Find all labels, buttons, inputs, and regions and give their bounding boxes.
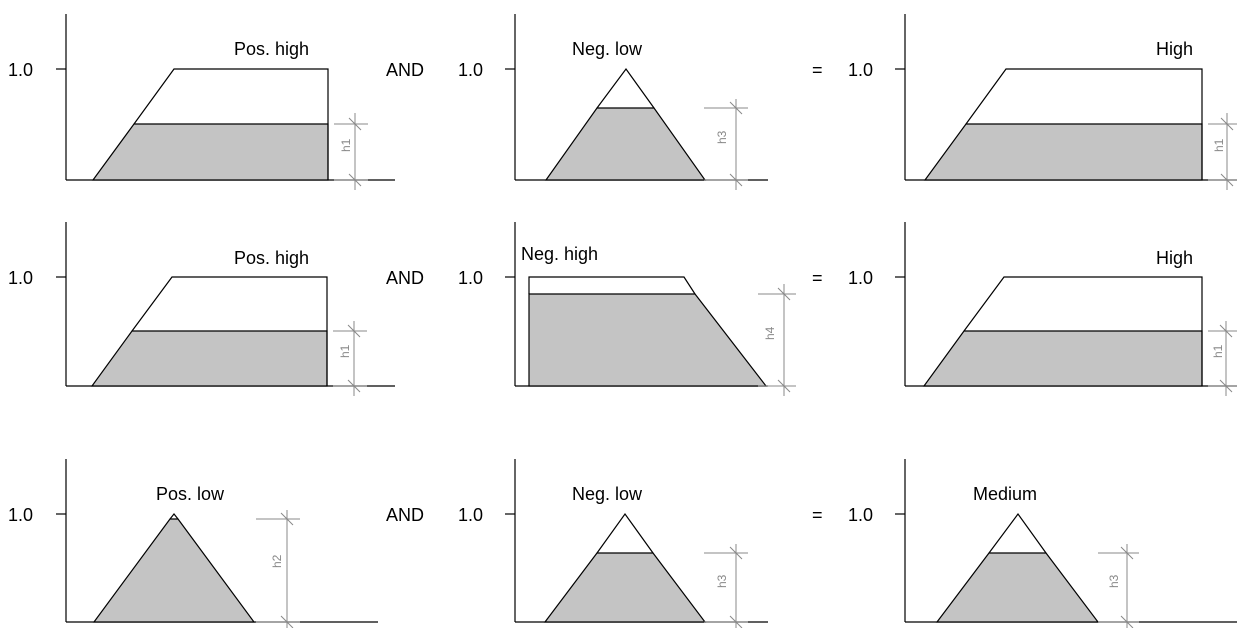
y-tick-label: 1.0 bbox=[848, 60, 873, 80]
and-operator: AND bbox=[386, 60, 424, 80]
panel-neg-high-2: 1.0 Neg. high h4 bbox=[458, 222, 796, 396]
y-tick-label: 1.0 bbox=[8, 268, 33, 288]
and-operator: AND bbox=[386, 505, 424, 525]
height-label: h2 bbox=[270, 554, 284, 568]
set-label: Pos. high bbox=[234, 39, 309, 59]
set-label: High bbox=[1156, 248, 1193, 268]
panel-high-1: 1.0 High h1 bbox=[848, 14, 1237, 190]
height-dimension: h3 bbox=[704, 99, 748, 190]
membership-function bbox=[169, 513, 179, 520]
height-dimension: h1 bbox=[1208, 321, 1237, 396]
set-label: Neg. low bbox=[572, 484, 643, 504]
membership-function bbox=[963, 276, 1203, 386]
panel-medium-3: 1.0 Medium h3 bbox=[848, 459, 1237, 628]
height-label: h3 bbox=[715, 130, 729, 144]
panel-pos-low-3: 1.0 Pos. low h2 bbox=[8, 459, 378, 628]
clipped-area bbox=[90, 330, 328, 387]
y-tick-label: 1.0 bbox=[458, 60, 483, 80]
y-tick-label: 1.0 bbox=[848, 505, 873, 525]
clipped-area bbox=[935, 552, 1100, 623]
membership-function bbox=[131, 276, 328, 386]
row-3: 1.0 Pos. low h2 AND 1.0 bbox=[8, 459, 1237, 628]
height-label: h1 bbox=[1212, 138, 1226, 152]
membership-function bbox=[528, 276, 696, 295]
and-operator: AND bbox=[386, 268, 424, 288]
set-label: Pos. low bbox=[156, 484, 225, 504]
set-label: Neg. low bbox=[572, 39, 643, 59]
height-label: h1 bbox=[339, 138, 353, 152]
equals-operator: = bbox=[812, 505, 823, 525]
height-dimension: h3 bbox=[704, 544, 748, 628]
membership-function bbox=[988, 512, 1047, 554]
height-label: h1 bbox=[338, 344, 352, 358]
clipped-area bbox=[922, 330, 1203, 387]
height-dimension: h1 bbox=[333, 321, 367, 396]
set-label: Neg. high bbox=[521, 244, 598, 264]
panel-pos-high-1: 1.0 Pos. high h1 bbox=[8, 14, 395, 190]
y-tick-label: 1.0 bbox=[458, 268, 483, 288]
height-dimension: h1 bbox=[1208, 113, 1237, 190]
height-label: h1 bbox=[1211, 344, 1225, 358]
set-label: High bbox=[1156, 39, 1193, 59]
clipped-area bbox=[92, 518, 256, 623]
clipped-area bbox=[528, 293, 768, 387]
y-tick-label: 1.0 bbox=[8, 505, 33, 525]
height-dimension: h1 bbox=[334, 113, 368, 190]
row-2: 1.0 Pos. high h1 AND 1.0 bbox=[8, 222, 1237, 396]
height-dimension: h3 bbox=[1098, 544, 1139, 628]
height-label: h4 bbox=[763, 326, 777, 340]
membership-function bbox=[133, 68, 329, 180]
clipped-area bbox=[91, 123, 329, 181]
panel-neg-low-3: 1.0 Neg. low h3 bbox=[458, 459, 768, 628]
membership-function bbox=[596, 67, 655, 109]
clipped-area bbox=[544, 107, 707, 181]
panel-pos-high-2: 1.0 Pos. high h1 bbox=[8, 222, 395, 396]
clipped-area bbox=[923, 123, 1203, 181]
clipped-area bbox=[543, 552, 707, 623]
equals-operator: = bbox=[812, 60, 823, 80]
membership-function bbox=[596, 512, 654, 554]
row-1: 1.0 Pos. high h1 AND 1.0 bbox=[8, 14, 1237, 190]
set-label: Medium bbox=[973, 484, 1037, 504]
height-label: h3 bbox=[715, 574, 729, 588]
y-tick-label: 1.0 bbox=[848, 268, 873, 288]
height-label: h3 bbox=[1107, 574, 1121, 588]
membership-function bbox=[965, 68, 1203, 180]
y-tick-label: 1.0 bbox=[8, 60, 33, 80]
panel-high-2: 1.0 High h1 bbox=[848, 222, 1237, 396]
y-tick-label: 1.0 bbox=[458, 505, 483, 525]
panel-neg-low-1: 1.0 Neg. low h3 bbox=[458, 14, 768, 190]
height-dimension: h4 bbox=[758, 284, 796, 396]
height-dimension: h2 bbox=[256, 510, 300, 628]
equals-operator: = bbox=[812, 268, 823, 288]
set-label: Pos. high bbox=[234, 248, 309, 268]
